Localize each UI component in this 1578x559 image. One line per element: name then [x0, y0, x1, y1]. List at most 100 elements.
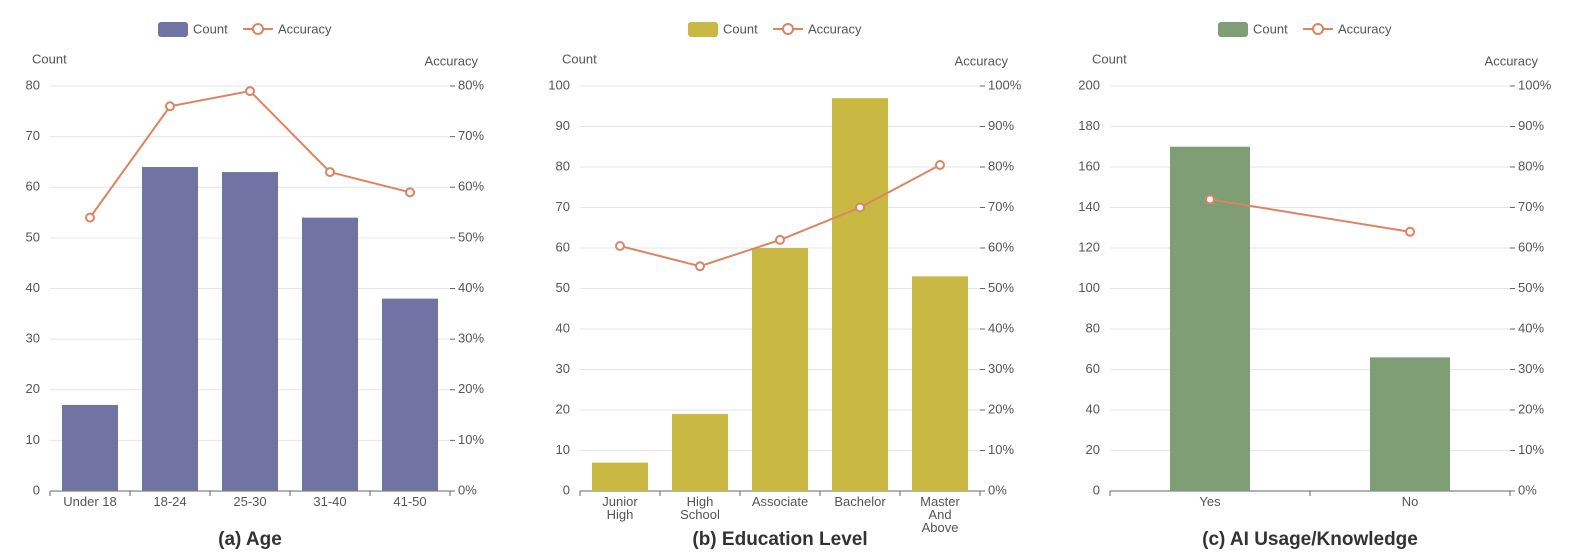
bar — [222, 172, 278, 491]
chart-title: (c) AI Usage/Knowledge — [1202, 529, 1418, 550]
x-label-box: High School — [680, 495, 720, 522]
bar — [62, 404, 118, 491]
chart-title: (a) Age — [218, 529, 282, 550]
y-tick-label: 90 — [556, 118, 570, 133]
y-tick-label: 120 — [1078, 239, 1100, 254]
x-tick-label: Yes — [1199, 495, 1221, 509]
y-tick-label: 20 — [1086, 442, 1100, 457]
y-tick-label: 100 — [548, 77, 570, 92]
x-tick-label: Associate — [751, 495, 809, 509]
x-tick-label: High School — [680, 495, 720, 522]
y-tick-label: 140 — [1078, 199, 1100, 214]
y2-tick-label: 90% — [988, 118, 1014, 133]
bar — [672, 414, 728, 491]
y-tick-label: 20 — [26, 381, 40, 396]
y-tick-label: 0 — [33, 482, 40, 497]
x-tick-label: Under 18 — [63, 495, 117, 509]
bar — [912, 276, 968, 491]
line — [1209, 198, 1411, 233]
legend-label: Count — [193, 21, 228, 36]
y2-tick-label: 80% — [988, 158, 1014, 173]
y2-tick-label: 30% — [988, 361, 1014, 376]
y-axis-label: Count — [562, 51, 597, 66]
bar — [382, 298, 438, 491]
y2-tick-label: 0% — [1518, 482, 1537, 497]
y-tick-label: 80 — [556, 158, 570, 173]
point — [325, 167, 335, 178]
y2-tick-label: 60% — [988, 239, 1014, 254]
y2-tick-label: 0% — [458, 482, 477, 497]
legend-label: Accuracy — [1338, 21, 1392, 36]
y-tick-label: 180 — [1078, 118, 1100, 133]
legend-marker — [252, 23, 264, 35]
y2-tick-label: 70% — [988, 199, 1014, 214]
y-tick-label: 70 — [556, 199, 570, 214]
x-tick-label: 41-50 — [393, 495, 427, 509]
y2-tick-label: 100% — [1518, 77, 1552, 92]
y-tick-label: 40 — [1086, 401, 1100, 416]
y2-tick-label: 50% — [458, 229, 484, 244]
legend-swatch — [1218, 22, 1248, 37]
point — [855, 202, 865, 213]
y2-axis-label: Accuracy — [955, 53, 1009, 68]
point — [165, 101, 175, 112]
x-label-box: Under 18 — [63, 495, 117, 509]
x-label-box: 25-30 — [233, 495, 267, 509]
y-axis-label: Count — [32, 51, 67, 66]
x-label-box: Bachelor — [834, 495, 886, 509]
y2-tick-label: 60% — [458, 179, 484, 194]
y-tick-label: 60 — [556, 239, 570, 254]
x-tick-label: 25-30 — [233, 495, 267, 509]
legend-label: Accuracy — [278, 21, 332, 36]
y-tick-label: 40 — [26, 280, 40, 295]
y2-tick-label: 10% — [988, 442, 1014, 457]
chart: 0 10 20 30 40 50 60 70 80 90 100 0% 10% 20% 30% 40% 50% 6… — [548, 21, 1021, 550]
y2-tick-label: 40% — [458, 280, 484, 295]
y-tick-label: 20 — [556, 401, 570, 416]
y-tick-label: 50 — [556, 280, 570, 295]
y-tick-label: 10 — [26, 432, 40, 447]
point — [775, 234, 785, 245]
x-tick-label: Master And Above — [920, 495, 960, 535]
y-tick-label: 70 — [26, 128, 40, 143]
y2-tick-label: 50% — [988, 280, 1014, 295]
x-label-box: 18-24 — [153, 495, 186, 508]
y2-tick-label: 70% — [1518, 199, 1544, 214]
legend-label: Count — [723, 21, 758, 36]
legend-swatch — [688, 22, 718, 37]
x-tick-label: Bachelor — [834, 495, 886, 509]
bar — [832, 98, 888, 492]
y2-tick-label: 30% — [1518, 361, 1544, 376]
y-axis-label: Count — [1092, 51, 1127, 66]
y-tick-label: 0 — [563, 482, 570, 497]
point — [695, 261, 705, 272]
y-tick-label: 200 — [1078, 77, 1100, 92]
y-tick-label: 30 — [26, 331, 40, 346]
y2-tick-label: 0% — [988, 482, 1007, 497]
legend-swatch — [158, 22, 188, 37]
x-label-box: 41-50 — [393, 495, 427, 509]
bar — [142, 167, 198, 491]
x-label-box: Yes — [1199, 495, 1221, 509]
bar — [592, 462, 648, 491]
chart-title: (b) Education Level — [692, 529, 867, 550]
x-label-box: Junior High — [602, 495, 637, 521]
y-tick-label: 60 — [1086, 361, 1100, 376]
y-tick-label: 50 — [26, 229, 40, 244]
y-tick-label: 0 — [1093, 482, 1100, 497]
y-tick-label: 60 — [26, 179, 40, 194]
y2-tick-label: 90% — [1518, 118, 1544, 133]
y-tick-label: 160 — [1078, 158, 1100, 173]
legend-marker — [782, 23, 794, 35]
y2-tick-label: 80% — [458, 77, 484, 92]
legend-label: Accuracy — [808, 21, 862, 36]
y2-tick-label: 40% — [1518, 320, 1544, 335]
y-tick-label: 10 — [556, 442, 570, 457]
point — [615, 240, 625, 251]
y2-axis-label: Accuracy — [1485, 53, 1539, 68]
legend-label: Count — [1253, 21, 1288, 36]
y-tick-label: 80 — [26, 77, 40, 92]
y-tick-label: 40 — [556, 320, 570, 335]
bar — [1370, 357, 1450, 491]
y-tick-label: 100 — [1078, 280, 1100, 295]
